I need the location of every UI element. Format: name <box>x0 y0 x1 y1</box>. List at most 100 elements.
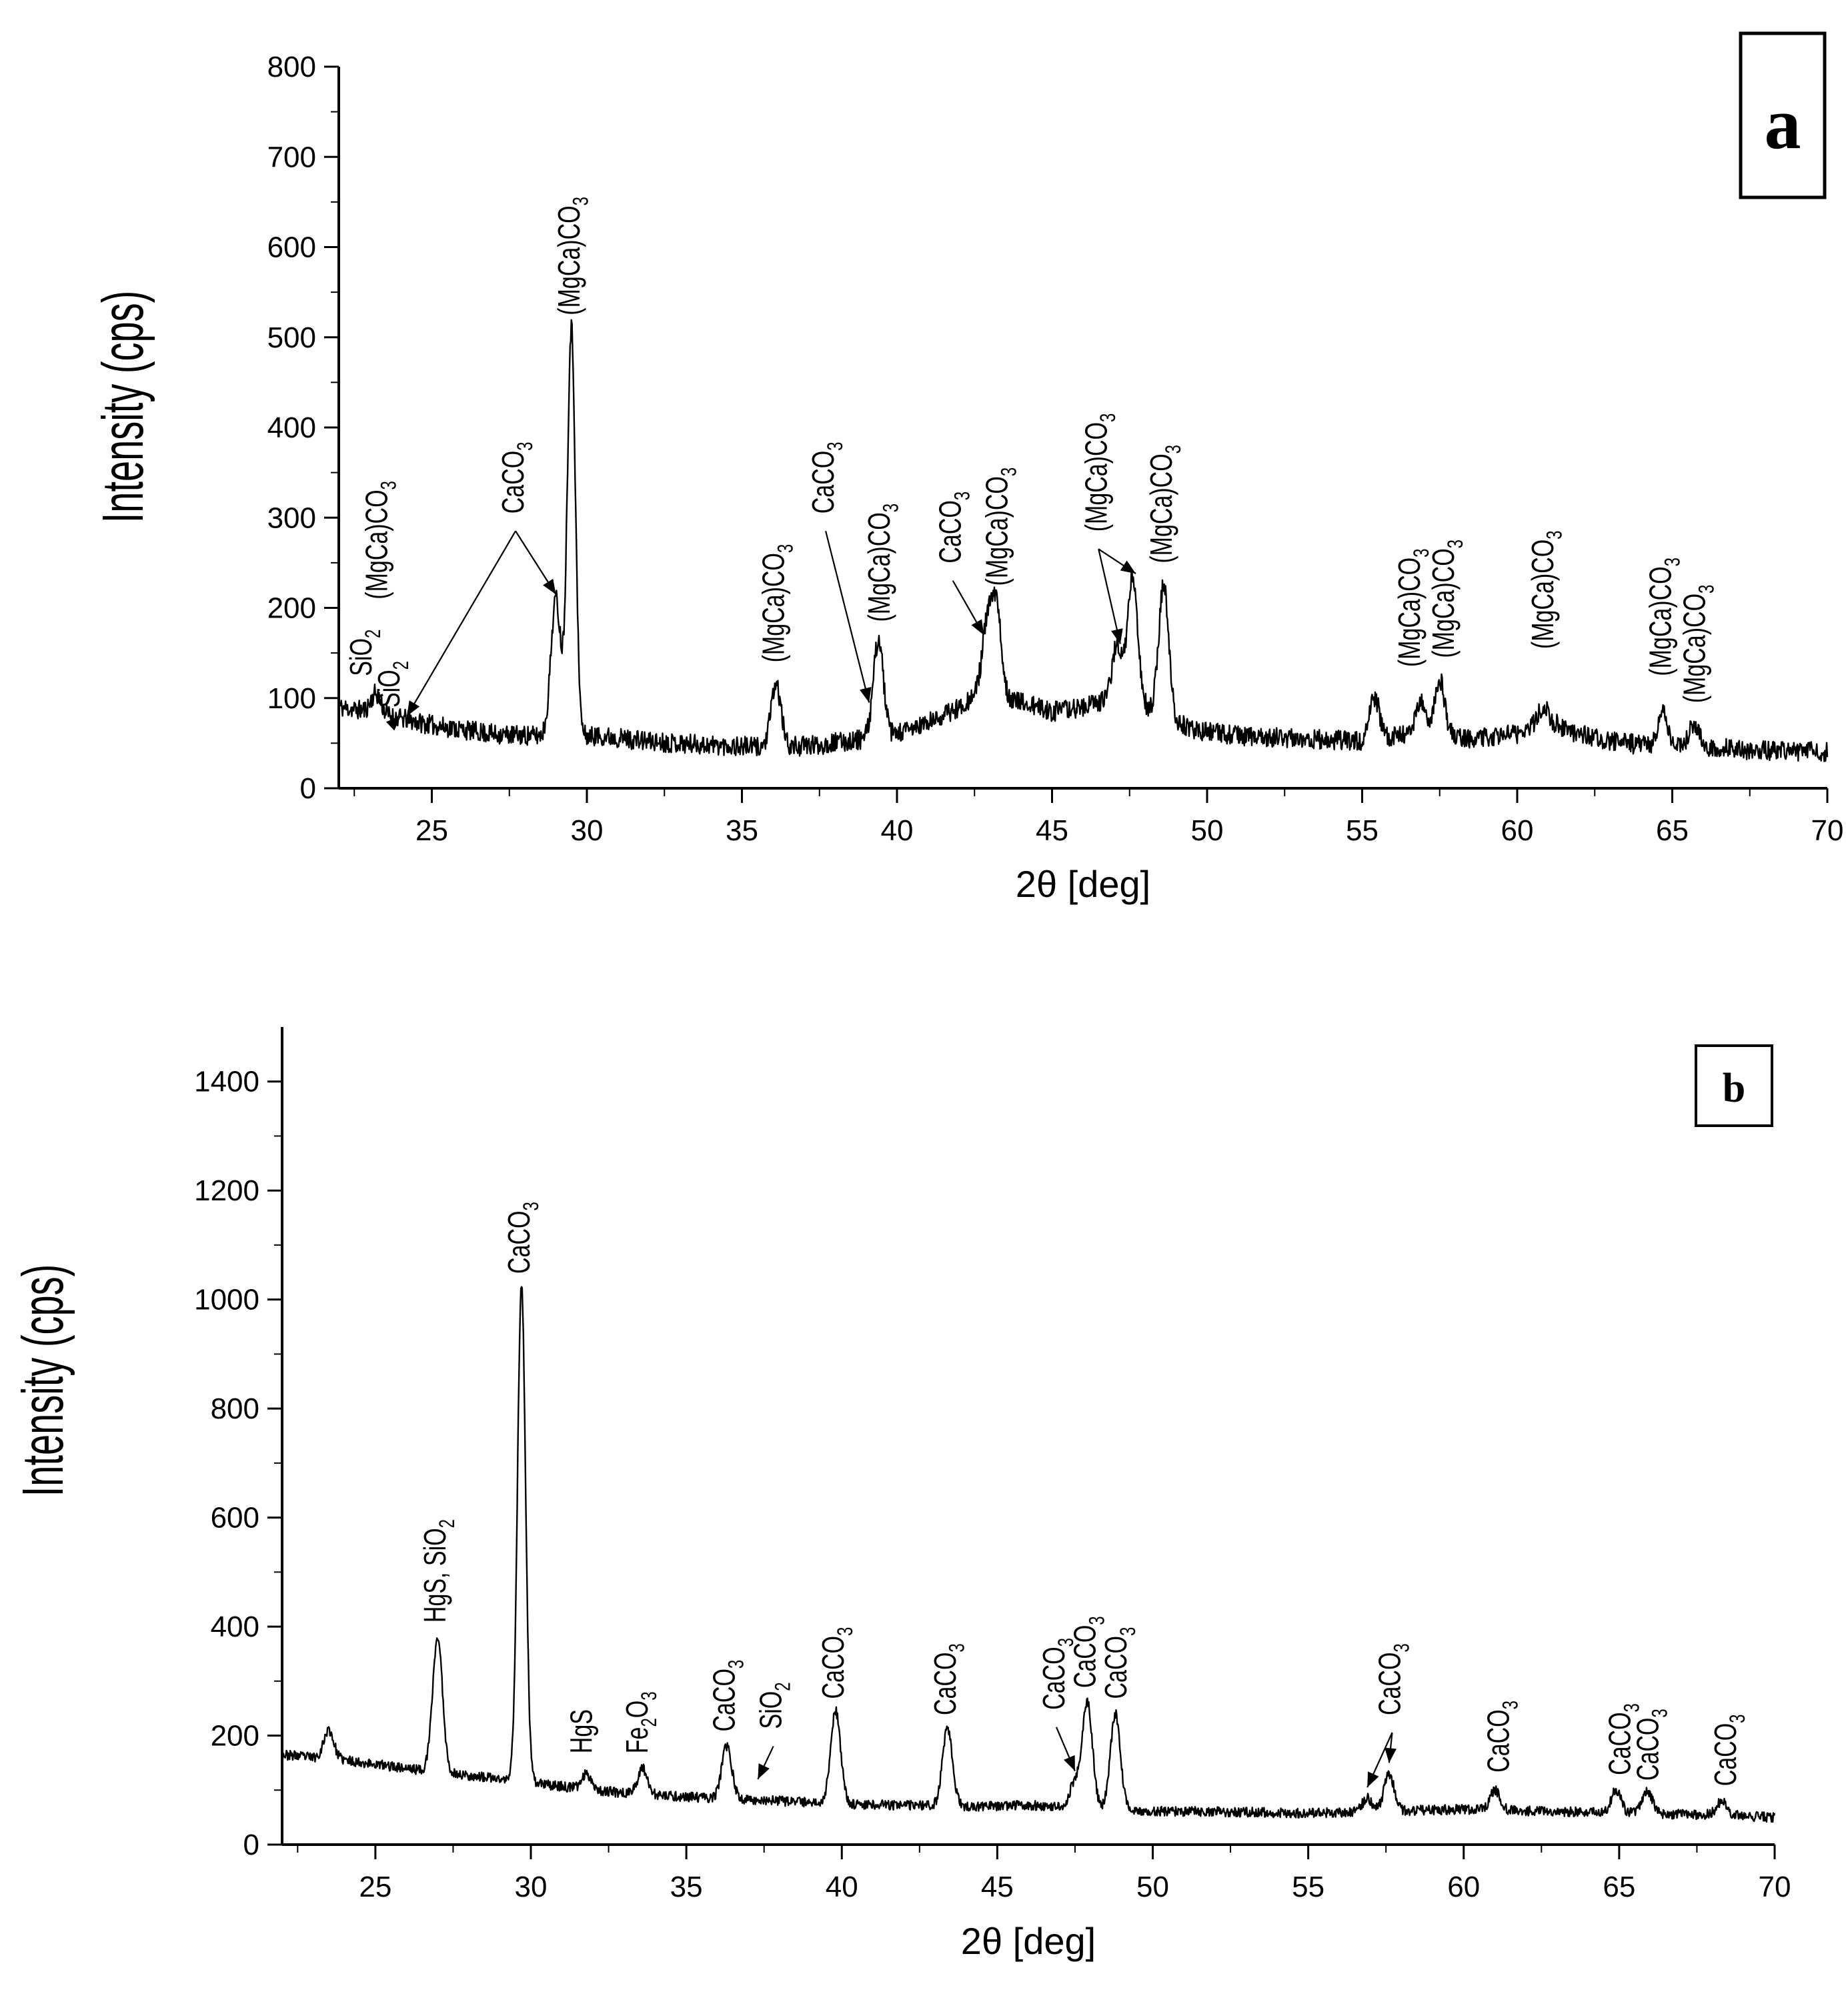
panel-a-x-tick-label: 50 <box>1191 814 1224 847</box>
panel-a-x-tick-label: 30 <box>571 814 604 847</box>
panel-a-y-axis-title: Intensity (cps) <box>91 291 155 524</box>
panel-a-annotation-arrowhead <box>971 619 984 636</box>
panel-a-peak-label: (MgCa)CO3​ <box>979 467 1021 586</box>
panel-a-xrd-trace <box>338 319 1829 762</box>
panel-b-y-tick-label: 800 <box>211 1392 259 1425</box>
panel-a-x-tick-label: 25 <box>415 814 448 847</box>
panel-b-x-tick-label: 40 <box>826 1871 858 1903</box>
panel-a-x-tick-label: 40 <box>881 814 914 847</box>
panel-a-peak-label: (MgCa)CO3​ <box>1677 585 1719 704</box>
panel-b-peak-label: HgS, SiO2​ <box>417 1519 459 1623</box>
panel-a-peak-label: SiO2​ <box>371 661 413 708</box>
panel-a-data-layer: 0 100 200 300 400 500 600 700 800 25 30 35 40 45 50 55 6… <box>267 51 1844 847</box>
panel-b-y-tick-label: 600 <box>211 1502 259 1535</box>
panel-a-y-tick-label: 300 <box>267 501 316 534</box>
panel-a-annotation-arrowhead <box>860 686 872 703</box>
panel-a-y-tick-label: 100 <box>267 682 316 715</box>
panel-a-peak-label: SiO2​ <box>343 630 385 676</box>
panel-a-peak-label: CaCO3​ <box>806 441 848 514</box>
panel-b-x-tick-label: 35 <box>670 1871 703 1903</box>
panel-a-peak-label: (MgCa)CO3​ <box>1426 540 1468 658</box>
panel-a-annotation-arrow <box>1098 549 1121 644</box>
panel-b-y-tick-label: 0 <box>243 1829 259 1861</box>
panel-b-y-tick-label: 1000 <box>194 1284 259 1316</box>
panel-b-peak-label: CaCO3​ <box>1372 1643 1414 1715</box>
panel-a-peak-label: (MgCa)CO3​ <box>1078 413 1120 532</box>
panel-b-peak-label: HgS <box>564 1709 598 1753</box>
panel-a-peak-label: (MgCa)CO3​ <box>756 544 798 663</box>
panel-a-annotation-arrowhead <box>543 578 556 595</box>
panel-a-y-tick-label: 0 <box>300 772 316 805</box>
panel-b-peak-label: CaCO3​ <box>1630 1709 1672 1781</box>
panel-a-annotation-arrowhead <box>1111 628 1123 644</box>
panel-b-x-tick-label: 70 <box>1759 1871 1791 1903</box>
panel-a-annotation-arrow <box>406 530 516 717</box>
panel-a-y-tick-label: 600 <box>267 231 316 264</box>
panel-a-x-tick-label: 55 <box>1346 814 1378 847</box>
panel-b-x-tick-label: 60 <box>1447 1871 1480 1903</box>
panel-b-x-tick-label: 25 <box>359 1871 391 1903</box>
panel-b-x-tick-label: 45 <box>981 1871 1014 1903</box>
panel-a-y-tick-label: 800 <box>267 51 316 83</box>
panel-b-peak-label: CaCO3​ <box>1068 1616 1110 1688</box>
panel-a-peak-label: CaCO3​ <box>496 441 538 514</box>
panel-a-x-axis-title: 2θ [deg] <box>1016 863 1150 905</box>
panel-a-x-tick-label: 60 <box>1501 814 1534 847</box>
panel-b-peak-label: CaCO3​ <box>1602 1703 1644 1775</box>
panel-b-peak-label: CaCO3​ <box>502 1202 544 1274</box>
panel-a-annotation-arrowhead <box>1120 560 1136 574</box>
panel-b-annotation-arrowhead <box>1064 1755 1075 1771</box>
panel-b-peak-label: CaCO3​ <box>1098 1627 1140 1699</box>
panel-b-y-tick-label: 1200 <box>194 1174 259 1207</box>
panel-b-x-tick-label: 50 <box>1136 1871 1169 1903</box>
panel-b-x-axis-title: 2θ [deg] <box>961 1920 1096 1962</box>
panel-a-y-tick-label: 400 <box>267 411 316 444</box>
panel-a-peak-label: (MgCa)CO3​ <box>1144 445 1186 564</box>
panel-b-annotation-arrowhead <box>758 1763 770 1779</box>
panel-b-annotation-arrowhead <box>1367 1771 1379 1788</box>
panel-b-xrd-trace <box>281 1286 1776 1823</box>
panel-a-y-tick-label: 200 <box>267 592 316 625</box>
panel-b-letter-box <box>1695 1044 1773 1127</box>
panel-a: 0 100 200 300 400 500 600 700 800 25 30 35 40 45 50 55 6… <box>91 31 1844 905</box>
panel-a-letter: a <box>1765 83 1801 164</box>
panel-b-y-tick-label: 200 <box>211 1720 259 1753</box>
panel-a-x-tick-label: 45 <box>1036 814 1068 847</box>
panel-a-peak-label: (MgCa)CO3​ <box>1392 549 1434 668</box>
panel-b-peak-label: CaCO3​ <box>928 1643 970 1715</box>
panel-a-annotation-arrowhead <box>407 700 420 716</box>
panel-a-x-tick-label: 65 <box>1656 814 1689 847</box>
panel-a-peak-label: (MgCa)CO3​ <box>862 504 904 622</box>
panel-b-peak-label: CaCO3​ <box>1708 1714 1750 1786</box>
panel-b-y-tick-label: 1400 <box>194 1066 259 1098</box>
panel-b-peak-label: SiO2​ <box>754 1682 796 1729</box>
panel-a-peak-label: (MgCa)CO3​ <box>1643 558 1685 676</box>
panel-a-peak-label: (MgCa)CO3​ <box>1525 530 1567 649</box>
panel-a-annotation-arrowhead <box>385 716 401 731</box>
panel-b: 0 200 400 600 800 1000 1200 1400 25 30 35 40 45 50 55 6… <box>11 1027 1791 1962</box>
panel-b-peak-label: Fe2​O3​ <box>620 1691 662 1753</box>
panel-b-peak-label: CaCO3​ <box>816 1627 858 1699</box>
panel-b-y-axis-title: Intensity (cps) <box>11 1264 75 1497</box>
panel-b-x-tick-label: 55 <box>1292 1871 1324 1903</box>
panel-a-y-tick-label: 700 <box>267 141 316 173</box>
panel-b-annotation-arrowhead <box>1384 1747 1397 1763</box>
panel-b-data-layer: 0 200 400 600 800 1000 1200 1400 25 30 35 40 45 50 55 6… <box>194 1066 1791 1903</box>
panel-b-letter: b <box>1723 1066 1745 1111</box>
panel-a-annotation-arrow <box>824 530 870 703</box>
panel-b-x-tick-label: 65 <box>1603 1871 1635 1903</box>
panel-b-peak-label: CaCO3​ <box>1481 1701 1523 1773</box>
panel-b-x-tick-label: 30 <box>515 1871 548 1903</box>
panel-b-y-tick-label: 400 <box>211 1611 259 1643</box>
panel-a-peak-label: (MgCa)CO3​ <box>359 481 401 600</box>
panel-a-x-tick-label: 35 <box>726 814 758 847</box>
panel-b-peak-label: CaCO3​ <box>1036 1638 1078 1710</box>
panel-a-y-tick-label: 500 <box>267 321 316 354</box>
panel-a-letter-box <box>1739 31 1827 199</box>
panel-b-peak-label: CaCO3​ <box>707 1660 749 1732</box>
panel-a-x-tick-label: 70 <box>1811 814 1844 847</box>
panel-a-peak-label: CaCO3​ <box>933 491 975 564</box>
panel-a-peak-label: (MgCa)CO3​ <box>552 197 594 315</box>
